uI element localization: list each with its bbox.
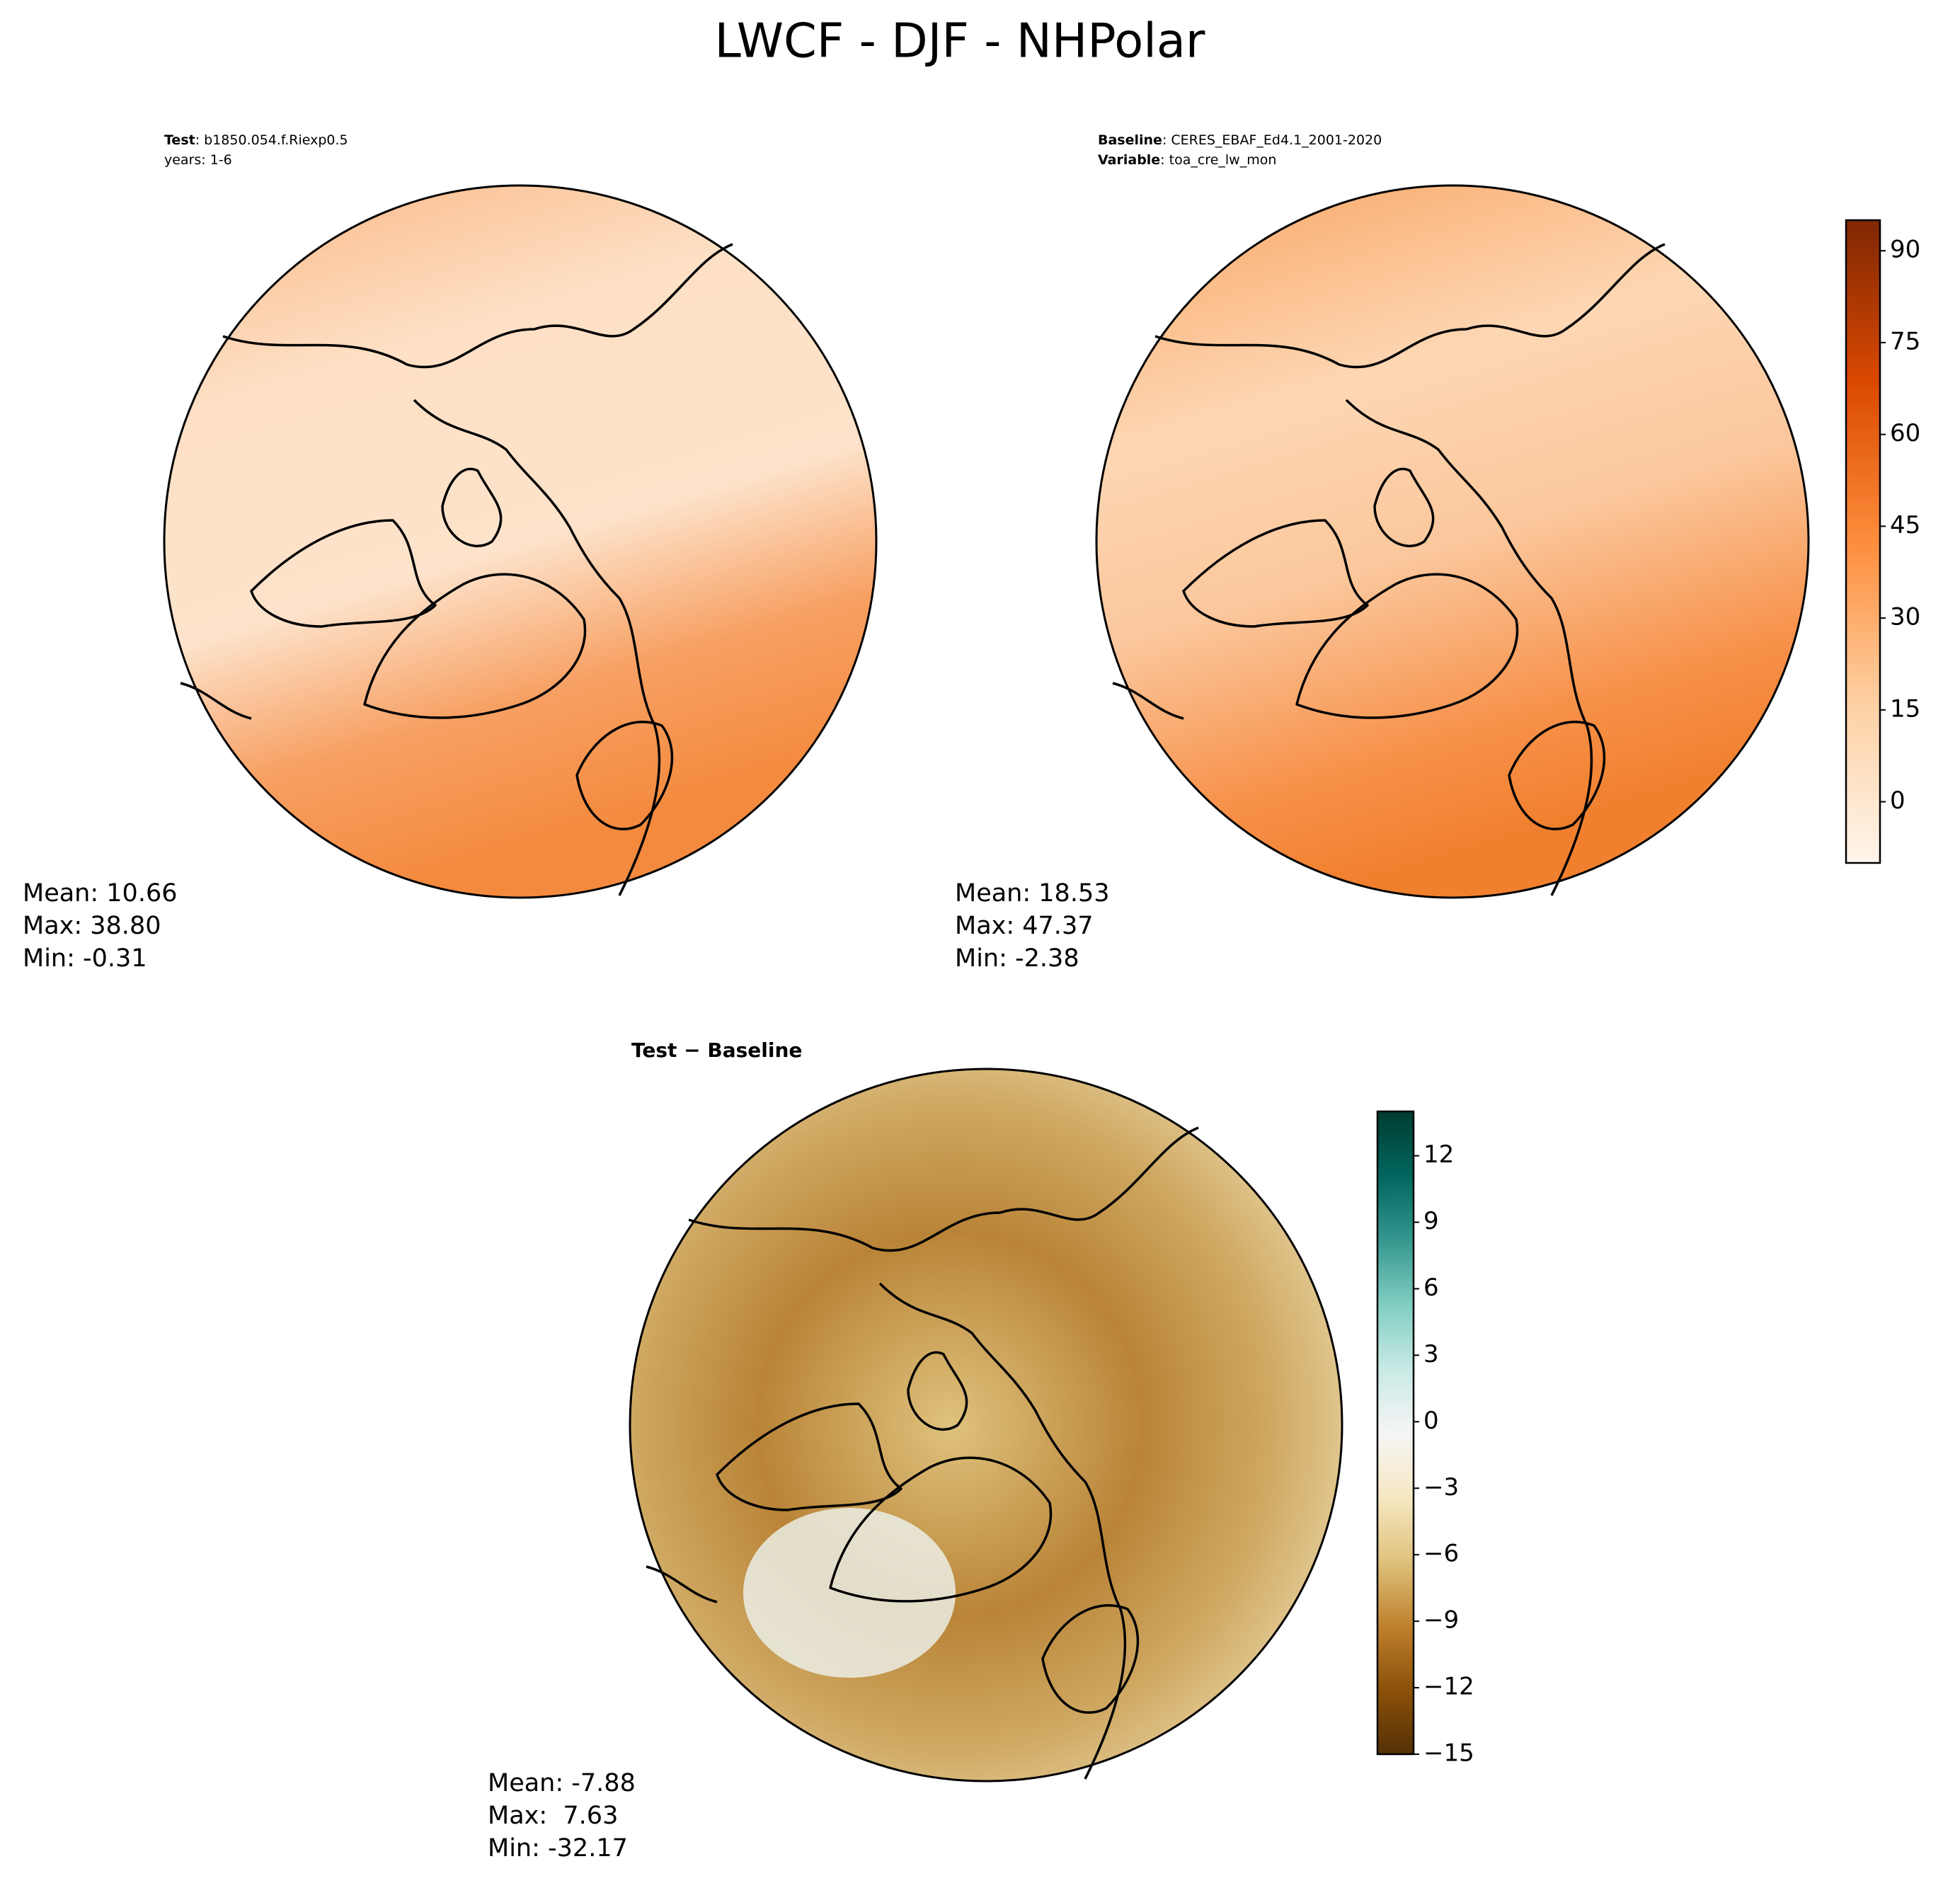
colorbar-tick-label: 12 xyxy=(1423,1140,1454,1169)
colorbar xyxy=(1845,219,1881,864)
colorbar-tick-label: 60 xyxy=(1890,419,1920,447)
stat-text: Max: 38.80 xyxy=(23,912,161,940)
map-test xyxy=(163,184,878,899)
colorbar-tick-label: 9 xyxy=(1423,1207,1439,1235)
stat-text: Mean: 18.53 xyxy=(955,879,1109,908)
colorbar-tick-label: 45 xyxy=(1890,511,1920,539)
colorbar-tick-label: −3 xyxy=(1423,1473,1459,1501)
stat-text: Max: 7.63 xyxy=(488,1802,618,1830)
map-baseline xyxy=(1095,184,1810,899)
colorbar-tick-label: 75 xyxy=(1890,327,1920,355)
header-label: Variable xyxy=(1098,152,1160,168)
colorbar xyxy=(1376,1110,1415,1756)
figure-title: LWCF - DJF - NHPolar xyxy=(715,13,1205,69)
panel-header: Test − Baseline xyxy=(631,1039,802,1062)
stat-text: Min: -0.31 xyxy=(23,944,147,973)
panel-header: Variable: toa_cre_lw_mon xyxy=(1098,152,1276,168)
header-label: Test − Baseline xyxy=(631,1039,802,1062)
map-difference xyxy=(629,1068,1343,1783)
colorbar-tick-label: 15 xyxy=(1890,694,1920,723)
header-label: Test xyxy=(164,132,195,148)
colorbar-tick-label: 6 xyxy=(1423,1274,1439,1302)
stat-text: Max: 47.37 xyxy=(955,912,1093,940)
colorbar-tick-label: 90 xyxy=(1890,236,1920,264)
colorbar-tick-label: 30 xyxy=(1890,603,1920,631)
stat-text: Min: -2.38 xyxy=(955,944,1079,973)
header-label: Baseline xyxy=(1098,132,1162,148)
colorbar-tick-label: −12 xyxy=(1423,1673,1474,1701)
header-text: : b1850.054.f.Riexp0.5 xyxy=(195,132,348,148)
colorbar-tick-label: 0 xyxy=(1890,786,1905,815)
panel-header: Baseline: CERES_EBAF_Ed4.1_2001-2020 xyxy=(1098,132,1382,148)
panel-header: years: 1-6 xyxy=(164,152,232,168)
header-text: : CERES_EBAF_Ed4.1_2001-2020 xyxy=(1162,132,1382,148)
stat-text: Mean: -7.88 xyxy=(488,1769,636,1797)
colorbar-tick-label: −6 xyxy=(1423,1540,1459,1568)
stat-text: Min: -32.17 xyxy=(488,1834,628,1863)
stat-text: Mean: 10.66 xyxy=(23,879,177,908)
colorbar-tick-label: 3 xyxy=(1423,1340,1439,1368)
panel-header: Test: b1850.054.f.Riexp0.5 xyxy=(164,132,348,148)
colorbar-tick-label: 0 xyxy=(1423,1407,1439,1435)
colorbar-tick-label: −15 xyxy=(1423,1739,1474,1768)
header-text: years: 1-6 xyxy=(164,152,232,168)
colorbar-tick-label: −9 xyxy=(1423,1606,1459,1635)
header-text: : toa_cre_lw_mon xyxy=(1160,152,1276,168)
